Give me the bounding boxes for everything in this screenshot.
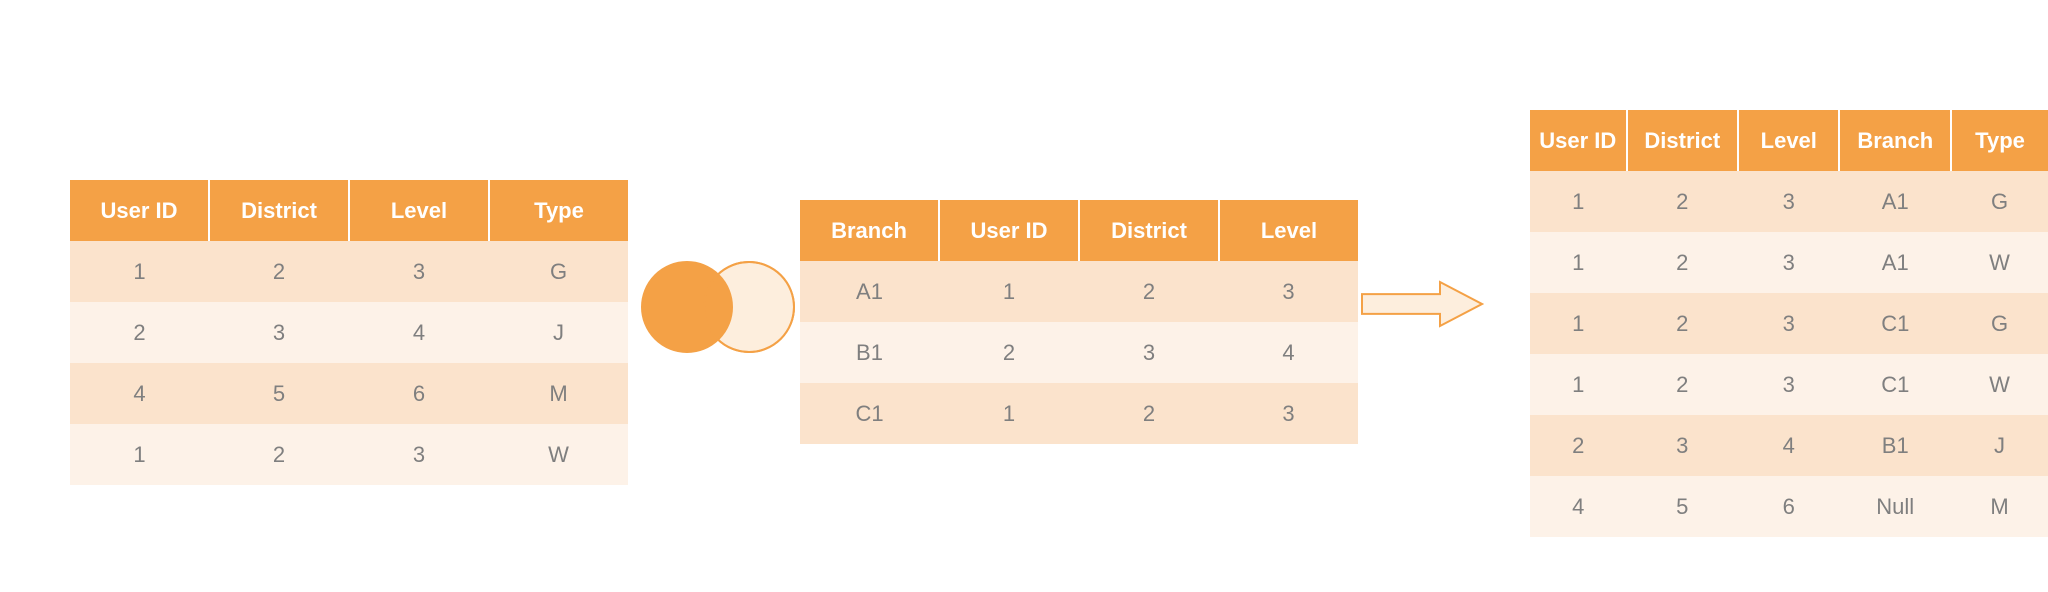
left-source-table-cell: J (489, 302, 628, 363)
result-table-cell: C1 (1839, 293, 1951, 354)
table-row: 234J (70, 302, 628, 363)
left-source-table-header-row: User IDDistrictLevelType (70, 180, 628, 241)
right-source-table-cell: C1 (800, 383, 939, 444)
left-source-table-header: User ID (70, 180, 209, 241)
table-row: 123C1G (1530, 293, 2048, 354)
table-row: C1123 (800, 383, 1358, 444)
result-table-header: District (1627, 110, 1739, 171)
table-row: 123C1W (1530, 354, 2048, 415)
right-source-table-header: Level (1219, 200, 1358, 261)
right-source-table-cell: B1 (800, 322, 939, 383)
right-source-table-cell: 4 (1219, 322, 1358, 383)
left-source-table-cell: 4 (349, 302, 489, 363)
result-table-cell: Null (1839, 476, 1951, 537)
result-table-cell: 3 (1627, 415, 1739, 476)
result-table-cell: 2 (1530, 415, 1627, 476)
table-row: 123W (70, 424, 628, 485)
result-table-cell: G (1951, 171, 2048, 232)
table-row: 456M (70, 363, 628, 424)
result-table-cell: 1 (1530, 171, 1627, 232)
left-source-table-cell: 1 (70, 241, 209, 302)
result-table-cell: 3 (1738, 354, 1839, 415)
right-source-table-cell: 3 (1219, 261, 1358, 322)
result-table-header: Branch (1839, 110, 1951, 171)
venn-left-circle (642, 262, 732, 352)
left-source-table-cell: 1 (70, 424, 209, 485)
result-table-cell: 4 (1530, 476, 1627, 537)
result-table-cell: 4 (1738, 415, 1839, 476)
left-source-table-cell: M (489, 363, 628, 424)
left-source-table-cell: 3 (209, 302, 349, 363)
table-row: 123A1G (1530, 171, 2048, 232)
right-source-table-header: User ID (939, 200, 1079, 261)
result-table-cell: C1 (1839, 354, 1951, 415)
right-source-table-cell: A1 (800, 261, 939, 322)
left-source-table: User IDDistrictLevelType123G234J456M123W (70, 180, 628, 485)
left-source-table-cell: 3 (349, 424, 489, 485)
right-source-table: BranchUser IDDistrictLevelA1123B1234C112… (800, 200, 1358, 444)
right-source-table-cell: 2 (1079, 261, 1219, 322)
left-source-table-header: Level (349, 180, 489, 241)
table-row: 123A1W (1530, 232, 2048, 293)
right-source-table-cell: 3 (1079, 322, 1219, 383)
result-table-cell: 1 (1530, 232, 1627, 293)
result-table-header: Type (1951, 110, 2048, 171)
result-table-cell: M (1951, 476, 2048, 537)
right-source-table-header: District (1079, 200, 1219, 261)
result-table-header: User ID (1530, 110, 1627, 171)
result-table-cell: A1 (1839, 171, 1951, 232)
result-table-cell: 2 (1627, 293, 1739, 354)
right-source-table-cell: 2 (939, 322, 1079, 383)
left-source-table-header: District (209, 180, 349, 241)
arrow-shape (1362, 282, 1482, 326)
table-row: B1234 (800, 322, 1358, 383)
left-source-table-cell: W (489, 424, 628, 485)
result-arrow-icon (1360, 280, 1484, 328)
left-source-table-cell: 4 (70, 363, 209, 424)
result-table-header: Level (1738, 110, 1839, 171)
result-table-cell: B1 (1839, 415, 1951, 476)
result-table-cell: 3 (1738, 232, 1839, 293)
right-source-table-cell: 1 (939, 383, 1079, 444)
result-table-cell: 2 (1627, 354, 1739, 415)
table-row: 123G (70, 241, 628, 302)
left-source-table-cell: 2 (209, 424, 349, 485)
left-source-table-cell: G (489, 241, 628, 302)
result-table-cell: 6 (1738, 476, 1839, 537)
result-table-cell: W (1951, 232, 2048, 293)
result-table-cell: 2 (1627, 232, 1739, 293)
result-table-cell: 5 (1627, 476, 1739, 537)
table-row: 234B1J (1530, 415, 2048, 476)
result-table: User IDDistrictLevelBranchType123A1G123A… (1530, 110, 2048, 537)
left-source-table-cell: 2 (209, 241, 349, 302)
left-source-table-cell: 2 (70, 302, 209, 363)
result-table-header-row: User IDDistrictLevelBranchType (1530, 110, 2048, 171)
left-source-table-cell: 3 (349, 241, 489, 302)
result-table-cell: 1 (1530, 354, 1627, 415)
left-join-venn-icon (640, 260, 796, 354)
left-source-table-header: Type (489, 180, 628, 241)
result-table-cell: A1 (1839, 232, 1951, 293)
result-table-cell: G (1951, 293, 2048, 354)
right-source-table-header: Branch (800, 200, 939, 261)
result-table-cell: 2 (1627, 171, 1739, 232)
result-table-cell: 3 (1738, 293, 1839, 354)
result-table-cell: J (1951, 415, 2048, 476)
result-table-cell: W (1951, 354, 2048, 415)
result-table-cell: 1 (1530, 293, 1627, 354)
right-source-table-cell: 2 (1079, 383, 1219, 444)
table-row: 456NullM (1530, 476, 2048, 537)
left-source-table-cell: 6 (349, 363, 489, 424)
right-source-table-header-row: BranchUser IDDistrictLevel (800, 200, 1358, 261)
left-source-table-cell: 5 (209, 363, 349, 424)
table-row: A1123 (800, 261, 1358, 322)
right-source-table-cell: 1 (939, 261, 1079, 322)
right-source-table-cell: 3 (1219, 383, 1358, 444)
result-table-cell: 3 (1738, 171, 1839, 232)
